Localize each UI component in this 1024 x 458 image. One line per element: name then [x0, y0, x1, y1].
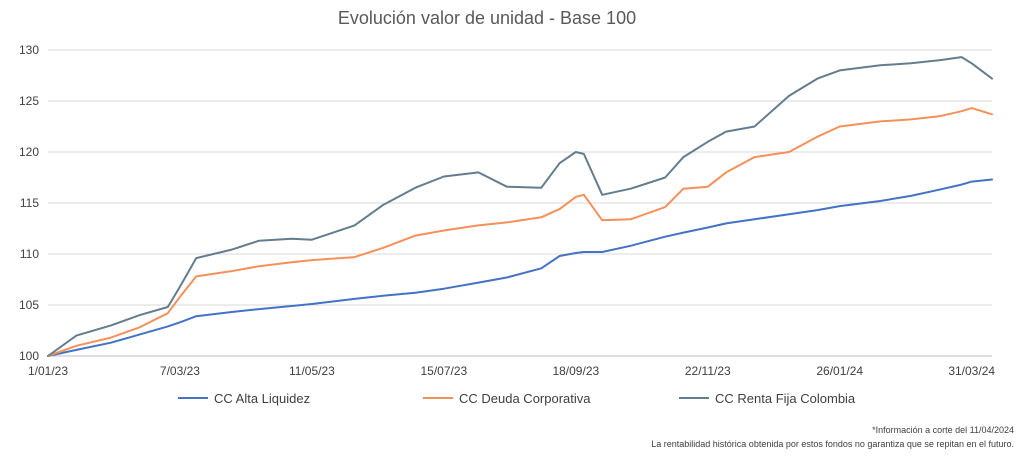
- y-axis: 100 105 110 115 120 125 130: [19, 43, 39, 363]
- x-tick-label: 31/03/24: [948, 364, 995, 378]
- x-tick-label: 15/07/23: [421, 364, 468, 378]
- series-line: [47, 107, 993, 357]
- footnote-disclaimer: La rentabilidad histórica obtenida por e…: [651, 439, 1014, 449]
- x-tick-label: 7/03/23: [160, 364, 200, 378]
- y-tick-label: 100: [19, 349, 39, 363]
- grid-lines: [48, 49, 992, 357]
- legend: CC Alta Liquidez CC Deuda Corporativa CC R…: [178, 391, 856, 406]
- y-tick-label: 125: [19, 94, 39, 108]
- x-tick-label: 18/09/23: [552, 364, 599, 378]
- legend-label: CC Alta Liquidez: [214, 391, 310, 406]
- legend-label: CC Deuda Corporativa: [459, 391, 591, 406]
- x-tick-label: 1/01/23: [28, 364, 68, 378]
- series-line: [47, 56, 993, 357]
- footnote-date: *Información a corte del 11/04/2024: [872, 425, 1014, 435]
- x-axis: 1/01/23 7/03/23 11/05/23 15/07/23 18/09/23 22…: [28, 355, 995, 378]
- x-tick-label: 22/11/23: [685, 364, 731, 378]
- y-tick-label: 105: [19, 298, 39, 312]
- series-lines: [47, 56, 993, 357]
- x-tick-label: 26/01/24: [816, 364, 863, 378]
- series-line: [47, 178, 993, 357]
- y-tick-label: 115: [20, 196, 39, 210]
- y-tick-label: 120: [19, 145, 39, 159]
- y-tick-label: 110: [20, 247, 39, 261]
- chart-title: Evolución valor de unidad - Base 100: [338, 8, 636, 28]
- x-tick-label: 11/05/23: [289, 364, 335, 378]
- legend-label: CC Renta Fija Colombia: [715, 391, 856, 406]
- y-tick-label: 130: [19, 43, 39, 57]
